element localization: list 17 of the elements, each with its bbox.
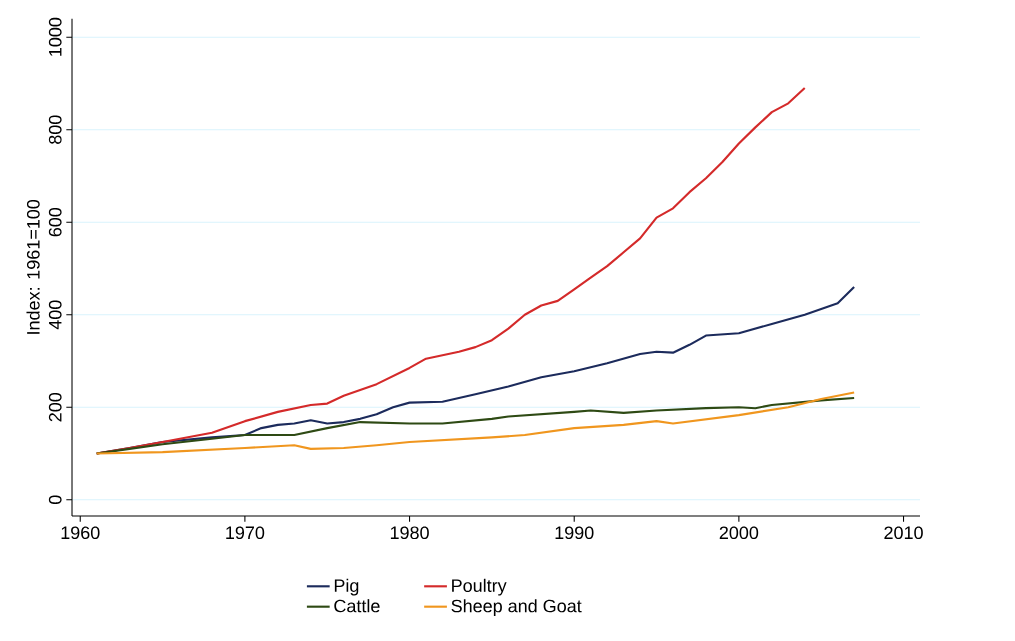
y-tick-label: 400 [48,300,62,330]
legend-label: Poultry [452,578,507,596]
legend-label: Cattle [334,599,380,613]
x-tick-label: 1990 [555,526,594,540]
y-tick-label: 800 [48,115,62,144]
y-axis-title: Index: 1961=100 [26,199,40,334]
y-tick-label: 1000 [48,17,62,56]
x-tick-label: 2010 [884,526,923,540]
legend-label: Sheep and Goat [451,599,582,616]
legend-label: Pig [334,578,359,596]
y-tick-label: 200 [48,392,62,422]
y-tick-label: 0 [48,495,62,505]
x-tick-label: 2000 [719,526,759,540]
x-tick-label: 1970 [226,526,265,540]
y-tick-label: 600 [48,207,62,237]
x-tick-label: 1960 [61,526,100,540]
x-tick-label: 1980 [390,526,429,540]
